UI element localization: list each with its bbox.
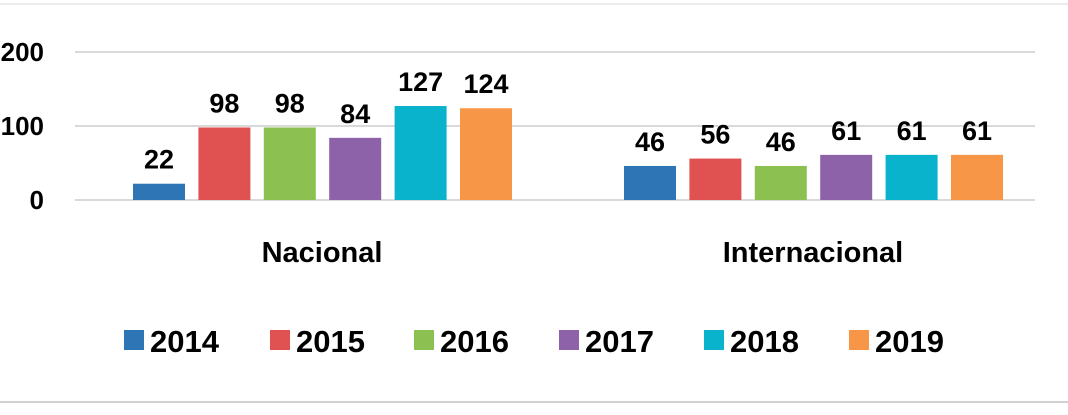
legend-swatch — [414, 330, 434, 350]
y-tick-label: 200 — [1, 37, 44, 67]
legend-swatch — [124, 330, 144, 350]
bar-2014-nacional — [133, 183, 185, 200]
category-label: Internacional — [723, 237, 904, 269]
legend-label: 2014 — [150, 324, 220, 359]
chart-frame — [0, 3, 1068, 403]
y-tick-label: 100 — [1, 111, 44, 141]
legend-item-2016: 2016 — [414, 324, 509, 359]
legend-swatch — [849, 330, 869, 350]
y-tick-label: 0 — [30, 185, 44, 215]
category-label: Nacional — [262, 237, 383, 269]
bars — [133, 106, 1003, 200]
legend-swatch — [559, 330, 579, 350]
legend-label: 2017 — [585, 324, 654, 359]
legend-label: 2016 — [440, 324, 509, 359]
bar-2017-nacional — [329, 137, 382, 200]
bar-2019-internacional — [951, 154, 1003, 200]
legend-label: 2019 — [875, 324, 944, 359]
bar-2014-internacional — [624, 165, 676, 200]
legend-item-2019: 2019 — [849, 324, 944, 359]
data-label: 98 — [275, 88, 305, 118]
bar-2015-nacional — [198, 127, 251, 200]
data-label: 61 — [897, 116, 927, 146]
legend-swatch — [704, 330, 724, 350]
data-label: 98 — [209, 88, 239, 118]
data-label: 56 — [700, 120, 730, 150]
bar-2016-internacional — [754, 165, 807, 200]
legend-label: 2015 — [296, 324, 365, 359]
data-label: 22 — [144, 145, 174, 175]
data-label: 127 — [398, 67, 443, 97]
category-labels: Nacional Internacional — [262, 237, 904, 269]
legend-item-2015: 2015 — [270, 324, 365, 359]
data-label: 46 — [766, 127, 796, 157]
legend-swatch — [270, 330, 290, 350]
legend: 2014 2015 2016 2017 2018 2019 — [124, 324, 944, 359]
data-label: 124 — [463, 69, 508, 99]
bar-2017-internacional — [820, 154, 873, 200]
bar-2018-nacional — [394, 106, 447, 200]
data-labels: 22 98 98 84 127 124 46 56 46 61 61 61 — [144, 67, 992, 175]
legend-item-2017: 2017 — [559, 324, 654, 359]
bar-2015-internacional — [689, 158, 742, 200]
bar-2019-nacional — [460, 108, 512, 200]
legend-item-2014: 2014 — [124, 324, 220, 359]
bar-2016-nacional — [263, 127, 316, 200]
bar-2018-internacional — [885, 154, 938, 200]
legend-label: 2018 — [730, 324, 799, 359]
data-label: 84 — [340, 99, 370, 129]
data-label: 61 — [962, 116, 992, 146]
data-label: 46 — [635, 127, 665, 157]
data-label: 61 — [831, 116, 861, 146]
y-axis-ticks: 0 100 200 — [1, 37, 44, 215]
legend-item-2018: 2018 — [704, 324, 799, 359]
